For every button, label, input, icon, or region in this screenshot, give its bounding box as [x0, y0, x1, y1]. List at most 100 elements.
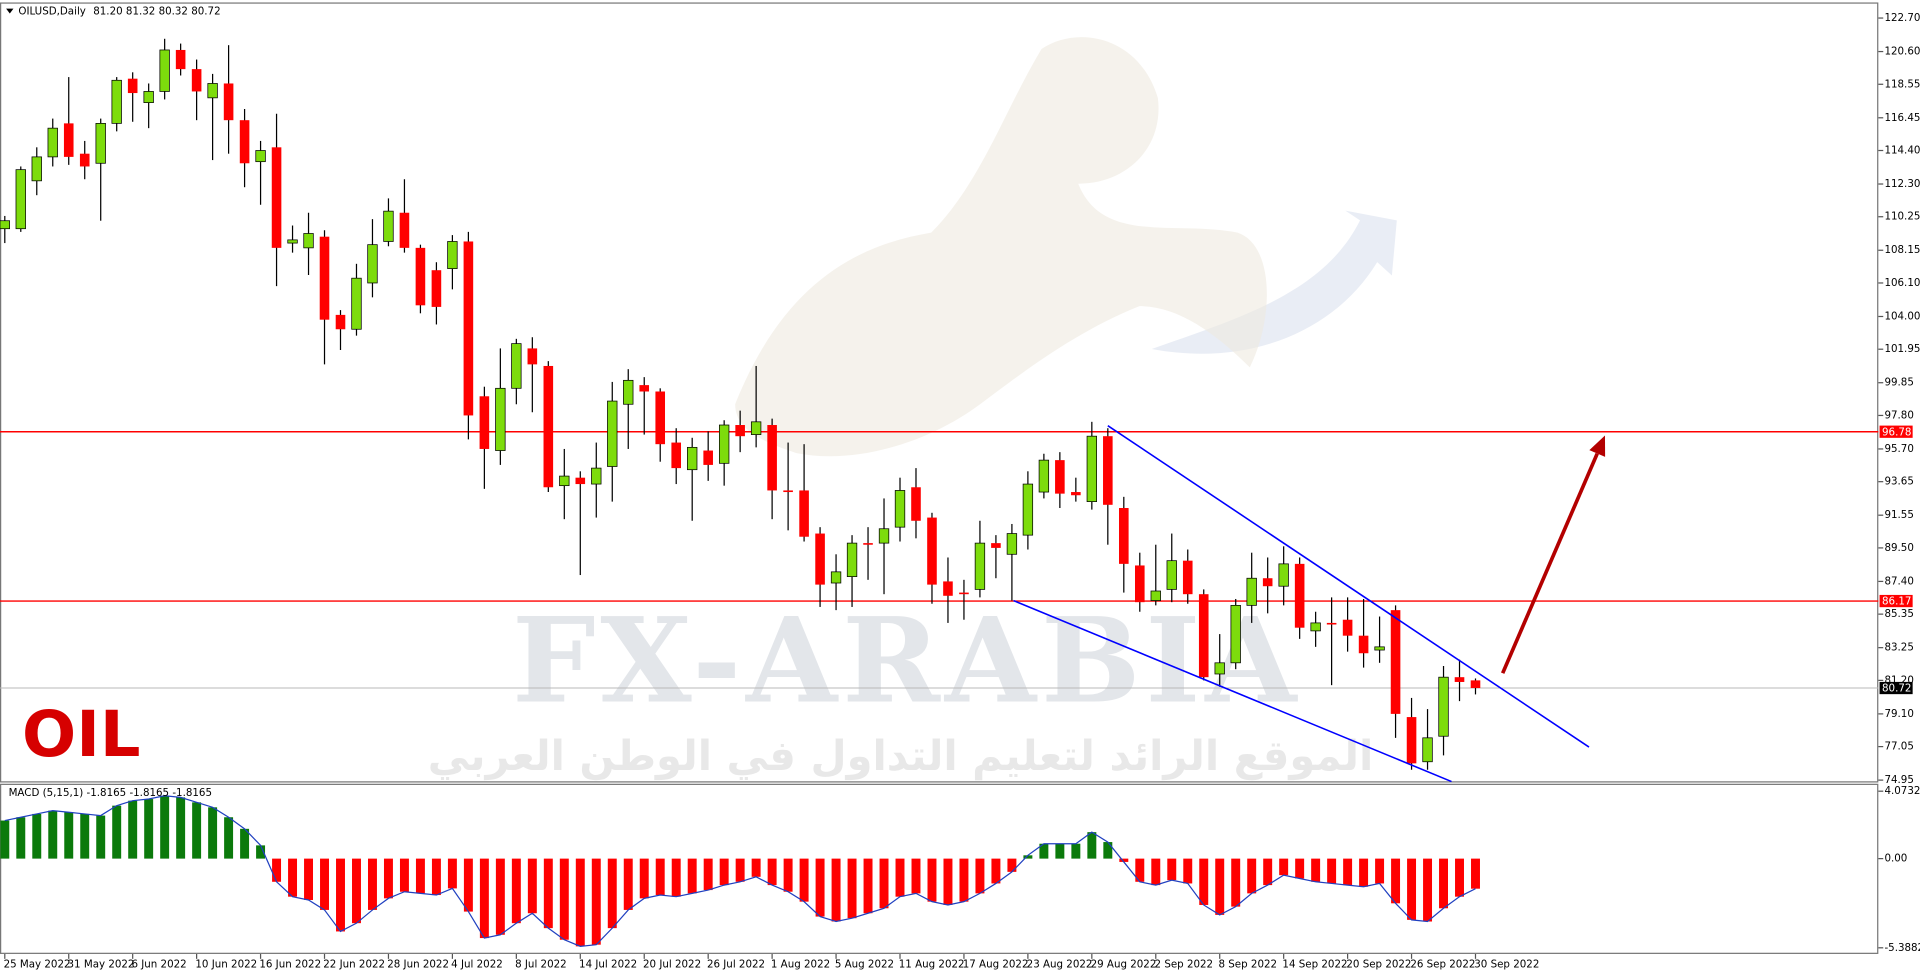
level-label-box	[1879, 594, 1913, 608]
candle-body	[671, 442, 681, 469]
y-tick-label: 110.25	[1884, 211, 1920, 223]
x-tick-label: 16 Jun 2022	[259, 958, 321, 970]
candle-body	[15, 169, 26, 230]
x-tick-label: 6 Jun 2022	[131, 958, 186, 970]
watermark-horse	[735, 37, 1267, 457]
macd-bar	[32, 813, 42, 859]
arrow-shaft	[1500, 452, 1599, 674]
candle-body	[191, 69, 202, 92]
macd-line	[4, 795, 1476, 947]
macd-bar	[863, 858, 873, 914]
macd-bar	[304, 858, 314, 900]
macd-bar	[1359, 858, 1369, 887]
arrow-head	[1589, 435, 1606, 457]
watermark-arrow	[1151, 210, 1397, 354]
candle-body	[1166, 560, 1177, 590]
x-tick-label: 5 Aug 2022	[835, 958, 894, 970]
macd-bar	[64, 812, 74, 859]
y-tick-label: 93.65	[1884, 476, 1913, 488]
trendline	[1013, 599, 1452, 783]
macd-bar	[1391, 858, 1401, 904]
macd-bar	[1311, 858, 1321, 882]
candle-body	[1326, 622, 1337, 625]
macd-bar	[559, 858, 569, 940]
level-label: 96.78	[1882, 426, 1911, 438]
macd-bar	[336, 858, 345, 932]
axes	[0, 2, 1884, 959]
macd-bar	[1231, 858, 1241, 907]
macd-bar	[847, 858, 857, 919]
candle-body	[175, 49, 186, 70]
level-label-box	[1879, 425, 1913, 438]
macd-bar	[1039, 843, 1049, 859]
candle-body	[623, 379, 634, 405]
macd-bar	[607, 858, 617, 929]
y-tick-label: 0.00	[1884, 853, 1907, 865]
macd-bar	[1023, 855, 1033, 859]
macd-bar	[80, 813, 90, 859]
current-price-label: 80.72	[1882, 683, 1911, 695]
candle-body	[718, 424, 730, 464]
candle-body	[974, 542, 986, 590]
macd-bar	[671, 858, 681, 897]
macd-bar	[879, 858, 889, 909]
x-tick-label: 11 Aug 2022	[899, 958, 965, 970]
macd-bar	[1215, 858, 1225, 915]
x-tick-label: 31 May 2022	[68, 958, 135, 970]
x-tick-label: 2 Sep 2022	[1155, 958, 1214, 970]
candle-body	[863, 543, 873, 545]
candle-body	[1038, 459, 1050, 493]
macd-bar	[575, 858, 585, 947]
x-tick-label: 20 Jul 2022	[643, 958, 701, 970]
candle-body	[0, 220, 10, 230]
y-tick-label: 114.40	[1884, 145, 1920, 157]
candle-body	[1470, 680, 1481, 689]
candle-body	[878, 528, 890, 544]
candle-body	[591, 467, 602, 485]
x-tick-label: 22 Jun 2022	[323, 958, 385, 970]
macd-bar	[927, 858, 937, 902]
macd-bar	[543, 858, 553, 929]
candle-body	[1006, 533, 1018, 555]
macd-bar	[591, 858, 601, 945]
candle-body	[271, 147, 282, 248]
candle-body	[367, 244, 378, 284]
watermark-subtitle: الموقع الرائد لتعليم التداول في الوطن ال…	[428, 731, 1374, 781]
candle-body	[351, 277, 362, 330]
macd-bar	[943, 858, 953, 905]
y-tick-label: 79.10	[1884, 708, 1913, 720]
macd-bar	[911, 858, 921, 894]
y-tick-label: 83.25	[1884, 642, 1913, 654]
macd-bar	[1375, 858, 1385, 884]
candle-body	[79, 153, 90, 167]
macd-bar	[1007, 858, 1017, 872]
candle-body	[223, 83, 234, 121]
macd-bar	[144, 799, 154, 859]
candle-body	[1103, 436, 1113, 505]
macd-bar	[783, 858, 793, 892]
candle-body	[607, 400, 618, 467]
macd-bar	[495, 858, 505, 935]
candle-body	[1182, 560, 1193, 595]
candle-body	[143, 91, 154, 103]
x-tick-label: 17 Aug 2022	[963, 958, 1029, 970]
macd-bar	[799, 858, 809, 902]
candle-body	[1262, 578, 1273, 587]
y-tick-label: 77.05	[1884, 741, 1913, 753]
menu-triangle	[6, 8, 14, 14]
candle-body	[63, 123, 74, 157]
y-tick-label: -5.3882	[1884, 942, 1920, 954]
macd-bar	[224, 817, 234, 859]
macd-bar	[1135, 858, 1145, 882]
candle-body	[655, 391, 666, 445]
y-tick-label: 112.30	[1884, 178, 1920, 190]
candle-body	[159, 49, 170, 92]
macd-bar	[320, 858, 329, 910]
candle-body	[1214, 662, 1225, 675]
candle-body	[703, 450, 713, 465]
candle-body	[1406, 717, 1417, 764]
marks	[0, 38, 1879, 947]
macd-bar	[1423, 858, 1433, 922]
